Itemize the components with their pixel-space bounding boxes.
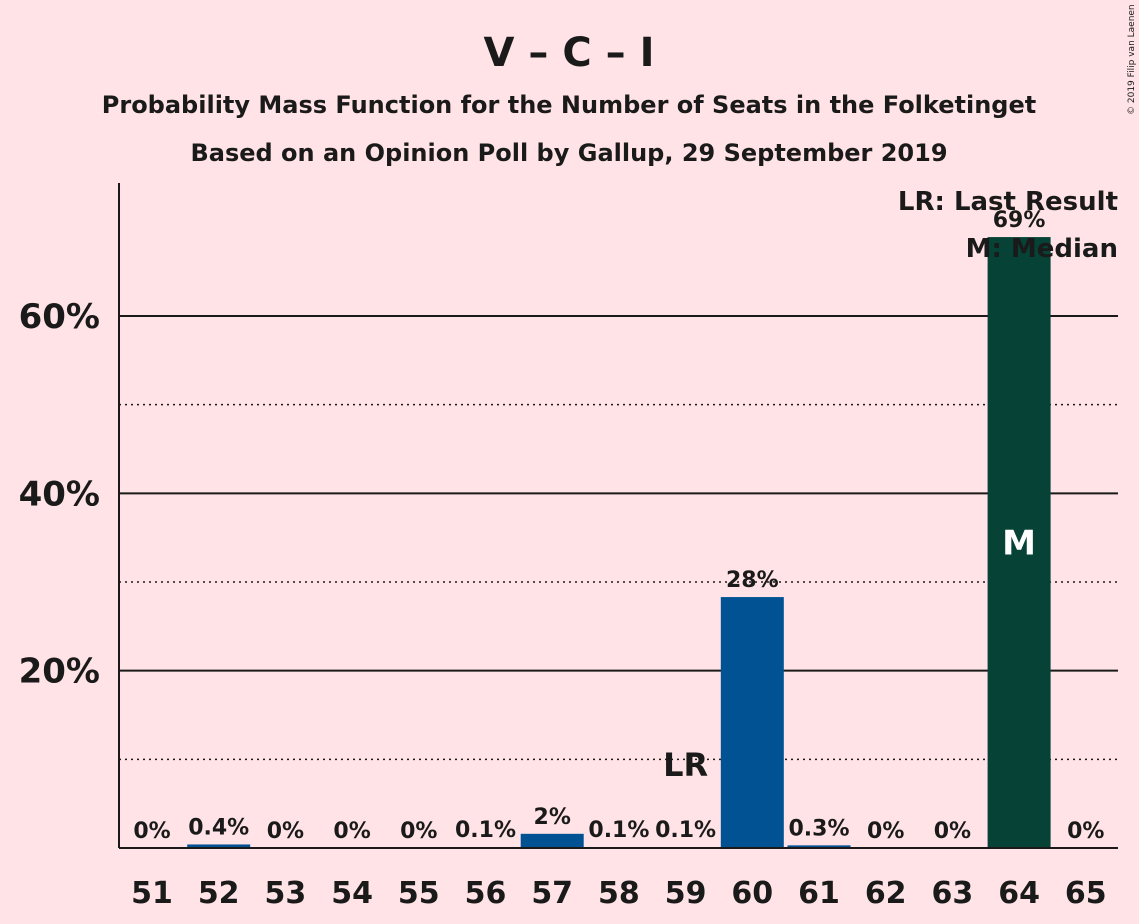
x-axis: 51 52 53 54 55 56 57 58 59 60 61 62 63 64 65 xyxy=(119,847,1118,911)
bar-value-label: 0% xyxy=(333,819,370,844)
x-tick-label: 52 xyxy=(198,876,240,911)
x-tick-label: 65 xyxy=(1065,876,1107,911)
bar-value-label: 0.4% xyxy=(188,815,249,840)
bar-64 xyxy=(987,237,1051,848)
bar-52 xyxy=(187,844,251,848)
bar-value-label: 0% xyxy=(267,819,304,844)
bar-value-label: 0% xyxy=(133,819,170,844)
x-tick-label: 60 xyxy=(731,876,773,911)
bar-value-label: 2% xyxy=(534,805,571,830)
chart-title: V – C – I xyxy=(484,30,655,76)
bar-value-label: 69% xyxy=(993,208,1046,233)
x-tick-label: 53 xyxy=(265,876,307,911)
bar-60 xyxy=(720,597,784,848)
bar-value-label: 28% xyxy=(726,568,779,593)
x-tick-label: 56 xyxy=(465,876,507,911)
x-tick-label: 61 xyxy=(798,876,840,911)
x-tick-label: 57 xyxy=(531,876,573,911)
bar-value-label: 0% xyxy=(934,819,971,844)
y-tick-label: 20% xyxy=(19,652,100,692)
x-tick-label: 59 xyxy=(665,876,707,911)
y-axis: 20% 40% 60% xyxy=(19,183,120,848)
x-tick-label: 63 xyxy=(932,876,974,911)
bar-value-label: 0.1% xyxy=(588,818,649,843)
bar-value-label: 0% xyxy=(867,819,904,844)
x-tick-label: 64 xyxy=(998,876,1040,911)
copyright-text: © 2019 Filip van Laenen xyxy=(1127,4,1137,115)
bar-value-label: 0% xyxy=(1067,819,1104,844)
last-result-marker: LR xyxy=(663,746,708,784)
x-tick-label: 54 xyxy=(331,876,373,911)
median-marker: M xyxy=(1002,524,1036,564)
y-tick-label: 60% xyxy=(19,297,100,337)
bar-value-label: 0.1% xyxy=(455,818,516,843)
legend-last-result: LR: Last Result xyxy=(898,187,1118,217)
bar-57 xyxy=(520,833,584,848)
bar-61 xyxy=(787,845,851,848)
chart-subtitle-2: Based on an Opinion Poll by Gallup, 29 S… xyxy=(190,139,947,167)
legend-median: M: Median xyxy=(966,234,1118,264)
x-tick-label: 58 xyxy=(598,876,640,911)
x-tick-label: 51 xyxy=(131,876,173,911)
bar-value-label: 0% xyxy=(400,819,437,844)
x-tick-label: 55 xyxy=(398,876,440,911)
bars-group xyxy=(187,237,1051,849)
chart-subtitle-1: Probability Mass Function for the Number… xyxy=(102,91,1036,119)
bar-value-label: 0.3% xyxy=(788,816,849,841)
y-tick-label: 40% xyxy=(19,474,100,514)
grid-lines xyxy=(119,315,1118,761)
x-tick-label: 62 xyxy=(865,876,907,911)
bar-value-label: 0.1% xyxy=(655,818,716,843)
